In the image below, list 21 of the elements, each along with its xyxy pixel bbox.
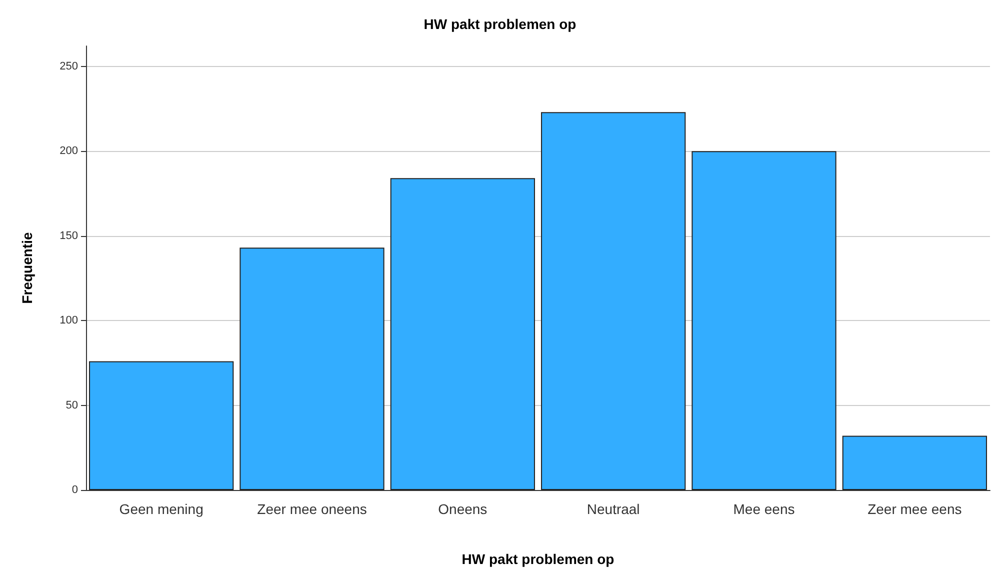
- y-tick-label: 100: [60, 314, 78, 327]
- x-tick-label: Geen mening: [119, 501, 204, 517]
- y-tick-label: 250: [60, 60, 78, 72]
- x-tick-label: Mee eens: [733, 501, 795, 517]
- y-tick-label: 50: [66, 399, 78, 412]
- bar: [89, 361, 234, 490]
- x-tick-label: Oneens: [438, 501, 488, 517]
- bar: [692, 151, 836, 490]
- x-tick-label: Zeer mee oneens: [257, 501, 367, 517]
- bar: [240, 248, 384, 490]
- y-tick-label: 200: [60, 145, 78, 158]
- x-tick-label: Neutraal: [586, 501, 640, 517]
- x-axis-title: HW pakt problemen op: [462, 551, 614, 567]
- bar: [541, 112, 686, 490]
- bar: [842, 436, 987, 490]
- bar: [390, 178, 535, 490]
- y-tick-label: 0: [72, 484, 78, 496]
- y-tick-label: 150: [60, 230, 78, 242]
- chart-title: HW pakt problemen op: [424, 16, 576, 32]
- x-tick-label: Zeer mee eens: [868, 501, 962, 517]
- y-axis-title: Frequentie: [19, 232, 35, 304]
